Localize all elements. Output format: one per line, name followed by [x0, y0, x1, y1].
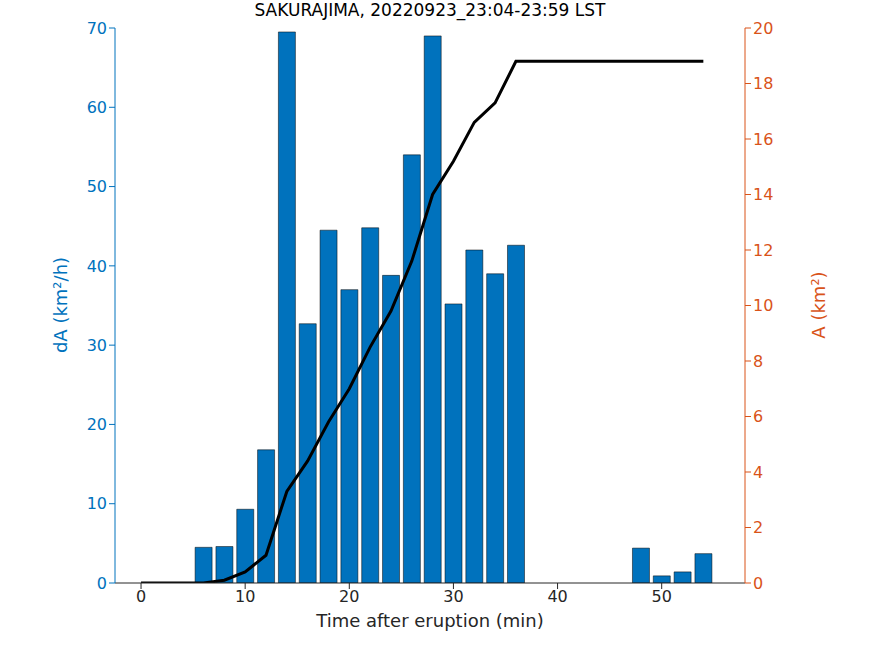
svg-text:30: 30 — [87, 336, 107, 355]
svg-text:50: 50 — [87, 177, 107, 196]
svg-text:12: 12 — [753, 241, 773, 260]
svg-text:2: 2 — [753, 518, 763, 537]
svg-text:50: 50 — [652, 587, 672, 606]
svg-text:0: 0 — [97, 574, 107, 593]
html-text:dA (km²/h): dA (km²/h) — [49, 256, 71, 354]
svg-text:40: 40 — [547, 587, 567, 606]
svg-text:60: 60 — [87, 98, 107, 117]
svg-text:10: 10 — [235, 587, 255, 606]
html-text:SAKURAJIMA, 20220923_23:04-23:: SAKURAJIMA, 20220923_23:04-23:59 LST — [254, 0, 606, 20]
svg-text:8: 8 — [753, 352, 763, 371]
svg-text:70: 70 — [87, 19, 107, 38]
svg-text:40: 40 — [87, 257, 107, 276]
html-text:Time after eruption (min): Time after eruption (min) — [316, 610, 544, 631]
svg-text:6: 6 — [753, 407, 763, 426]
svg-text:30: 30 — [443, 587, 463, 606]
svg-text:0: 0 — [753, 574, 763, 593]
svg-text:10: 10 — [87, 494, 107, 513]
svg-text:0: 0 — [136, 587, 146, 606]
svg-text:10: 10 — [753, 296, 773, 315]
html-text:A (km²): A (km²) — [807, 271, 829, 339]
svg-text:16: 16 — [753, 130, 773, 149]
svg-text:4: 4 — [753, 463, 763, 482]
svg-text:20: 20 — [339, 587, 359, 606]
svg-text:14: 14 — [753, 185, 773, 204]
svg-text:20: 20 — [87, 415, 107, 434]
svg-text:18: 18 — [753, 74, 773, 93]
svg-text:20: 20 — [753, 19, 773, 38]
